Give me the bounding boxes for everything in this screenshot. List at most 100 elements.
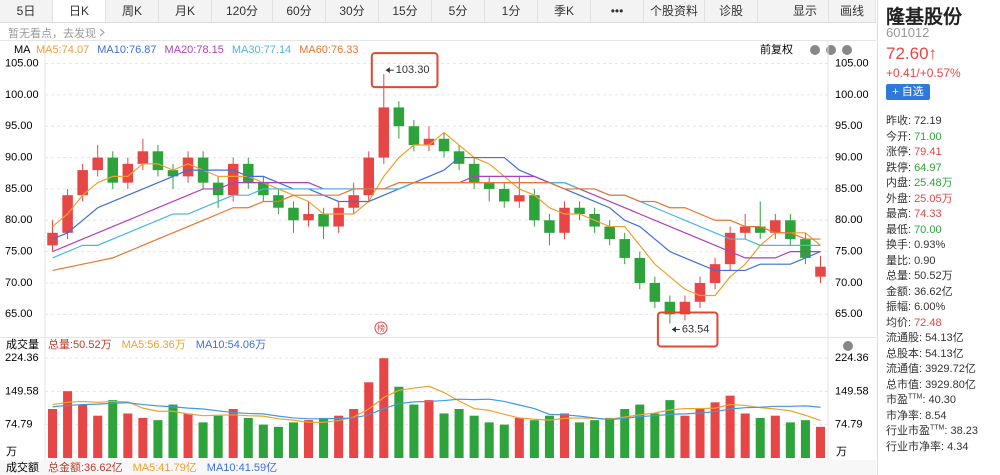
candle-body — [724, 232, 736, 265]
volume-bar — [258, 424, 268, 458]
volume-bar — [650, 413, 660, 458]
info-label: 最高: — [886, 208, 912, 220]
candle-body — [664, 301, 676, 315]
stock-code: 601012 — [886, 25, 930, 40]
tab[interactable]: 个股资料 — [644, 0, 705, 22]
info-value: 38.23 — [950, 425, 978, 437]
info-value: 64.97 — [914, 161, 942, 174]
annotation-arrowhead — [671, 326, 676, 333]
candle-body — [92, 157, 103, 171]
ma-line — [52, 131, 821, 297]
volume-bar — [544, 415, 554, 458]
y-tick-label: 90.00 — [835, 151, 863, 163]
tab[interactable]: 120分 — [212, 0, 273, 22]
chart: MA MA5:74.07 MA10:76.87 MA20:78.15 MA30:77.1… — [0, 40, 876, 475]
info-row: 外盘: 25.05万 — [886, 190, 953, 206]
panel-stat: 总金额:36.62亿 — [48, 460, 123, 474]
candle-body — [800, 239, 811, 258]
y-tick-label: 80.00 — [835, 214, 863, 226]
volume-bar — [334, 415, 344, 458]
info-value: 25.05万 — [914, 192, 953, 205]
tab[interactable]: 月K — [159, 0, 212, 22]
candle-body — [754, 226, 766, 233]
notice-text[interactable]: 暂无看点，去发现 — [8, 28, 96, 40]
info-value: 3929.72亿 — [925, 363, 976, 375]
volume-bar — [349, 409, 359, 458]
info-label-sup: TTM — [930, 424, 945, 432]
panel-title: 成交量 — [6, 337, 39, 351]
info-row: 行业市盈TTM: 38.23 — [886, 422, 978, 438]
tab[interactable]: 1分 — [485, 0, 538, 22]
notice[interactable]: 暂无看点，去发现 — [8, 25, 105, 41]
volume-bar — [319, 417, 329, 458]
candle-body — [227, 163, 239, 196]
volume-bar — [514, 417, 524, 458]
volume-bar — [635, 404, 645, 458]
tab[interactable]: 5分 — [432, 0, 485, 22]
info-row: 行业市净率: 4.34 — [886, 438, 968, 454]
y-tick-label: 224.36 — [5, 352, 39, 364]
ma-line — [52, 182, 821, 272]
volume-bar — [303, 420, 314, 458]
candle-body — [468, 163, 480, 183]
y-tick-label: 95.00 — [835, 120, 863, 132]
volume-bar — [484, 422, 494, 458]
annotation-arrowhead — [385, 67, 390, 74]
stock-change: +0.41/+0.57% — [886, 66, 961, 80]
info-value: 72.19 — [914, 115, 942, 127]
tab[interactable]: ••• — [591, 0, 644, 22]
ma-line — [52, 156, 821, 272]
info-label-sup: TTM — [908, 393, 923, 401]
annotation-label: 63.54 — [682, 323, 710, 335]
tool-button[interactable]: 画线 — [829, 0, 876, 22]
panel-stat: MA5:56.36万 — [122, 339, 186, 351]
volume-bar — [394, 386, 404, 458]
tab[interactable]: 日K — [53, 0, 106, 22]
panel-stat: MA5:41.79亿 — [133, 461, 197, 474]
tab[interactable]: 30分 — [326, 0, 379, 22]
y-tick-label: 74.79 — [5, 419, 33, 431]
toolbar: 5日 日K 周K 月K 120分 60分 30分 15分 5分 1分 季K ••• 个股资料 诊股 显示 画线 — [0, 0, 876, 23]
info-row: 流通值: 3929.72亿 — [886, 360, 976, 376]
settings-icon[interactable] — [842, 45, 852, 55]
adjust-label[interactable]: 前复权 — [760, 42, 793, 56]
info-label: 内盘: — [886, 177, 912, 189]
info-value: 0.93% — [914, 239, 946, 251]
info-value: 36.62亿 — [914, 285, 953, 298]
ma-line — [52, 385, 821, 423]
info-row: 跌停: 64.97 — [886, 159, 942, 175]
volume-bar — [48, 409, 58, 458]
annotation-box — [370, 52, 439, 89]
tool-button[interactable]: 显示 — [782, 0, 829, 22]
candle-body — [408, 126, 420, 146]
info-label: 涨停: — [886, 146, 912, 158]
info-label: 量比: — [886, 254, 912, 267]
tab[interactable]: 周K — [106, 0, 159, 22]
badge: 榜 — [377, 323, 385, 333]
watchlist-button[interactable]: + 自选 — [886, 84, 930, 100]
y-tick-label: 105.00 — [5, 57, 39, 69]
info-row: 总股本: 54.13亿 — [886, 345, 964, 361]
y-tick-label: 65.00 — [835, 308, 863, 320]
volume-bar — [620, 409, 630, 458]
volume-bar — [424, 400, 434, 458]
candle-body — [559, 207, 570, 233]
candle-body — [619, 239, 630, 258]
tab[interactable]: 15分 — [379, 0, 432, 22]
volume-bar — [725, 395, 735, 458]
settings-icon[interactable] — [843, 341, 853, 351]
side-panel: 隆基股份 601012 72.60↑ +0.41/+0.57% + 自选 昨收:… — [877, 0, 1000, 475]
zoom-out-icon[interactable] — [810, 45, 820, 55]
tab[interactable]: 季K — [538, 0, 591, 22]
candle-body — [167, 170, 179, 177]
volume-bar — [605, 417, 615, 458]
volume-bar — [108, 400, 118, 458]
info-row: 最高: 74.33 — [886, 205, 942, 221]
info-label: : — [922, 394, 926, 406]
tab[interactable]: 5日 — [0, 0, 53, 22]
tab[interactable]: 诊股 — [705, 0, 758, 22]
amount-bar-bg — [0, 460, 876, 475]
tab[interactable]: 60分 — [273, 0, 326, 22]
volume-bar — [288, 422, 298, 458]
